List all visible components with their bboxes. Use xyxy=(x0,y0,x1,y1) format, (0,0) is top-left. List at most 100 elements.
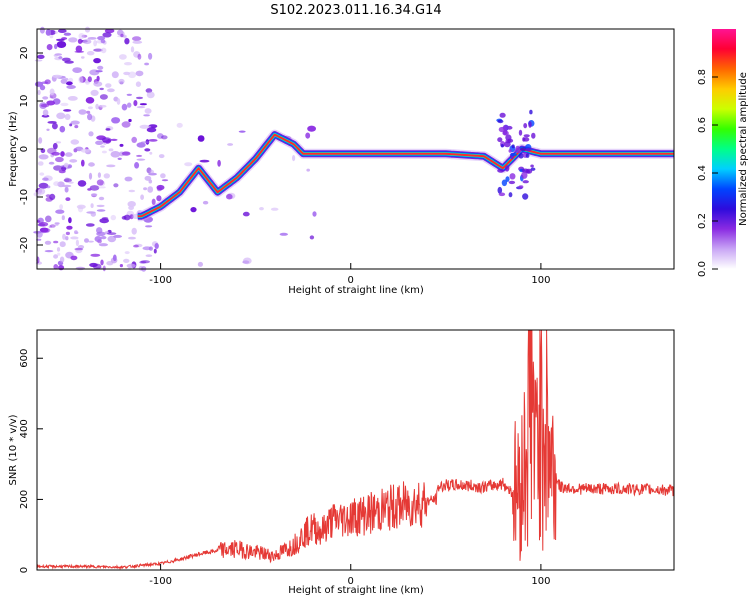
spectrogram-noise-mark xyxy=(53,165,63,171)
spectrogram-noise-mark xyxy=(128,118,132,123)
spectrogram-y-label: Frequency (Hz) xyxy=(8,111,19,187)
spectrogram-noise-mark xyxy=(78,109,87,115)
spectrogram-noise-mark xyxy=(202,200,209,205)
spectrogram-noise-mark xyxy=(53,264,59,270)
spectrogram-noise-mark xyxy=(133,100,138,107)
spectrogram-noise-mark xyxy=(102,265,106,272)
spectrogram-noise-mark xyxy=(96,179,104,186)
spectrogram-noise-mark xyxy=(63,162,69,168)
spectrogram-burst-mark xyxy=(523,134,530,138)
spectrogram-noise-mark xyxy=(46,44,53,51)
spectrogram-noise-mark xyxy=(153,248,157,254)
spectrogram-noise-mark xyxy=(144,175,152,181)
spectrogram-noise-mark xyxy=(100,145,105,148)
spectrogram-noise-mark xyxy=(111,117,121,124)
spectrogram-burst-mark xyxy=(508,192,513,198)
spectrogram-x-tick-label: -100 xyxy=(149,275,172,286)
spectrogram-noise-mark xyxy=(70,236,79,240)
spectrogram-noise-mark xyxy=(60,102,69,107)
spectrogram-burst-mark xyxy=(528,121,532,128)
spectrogram-burst-mark xyxy=(501,179,508,187)
spectrogram-noise-mark xyxy=(128,236,136,240)
spectrogram-noise-mark xyxy=(148,52,153,60)
spectrogram-noise-mark xyxy=(85,223,95,227)
spectrogram-noise-mark xyxy=(145,254,153,257)
spectrogram-noise-mark xyxy=(93,40,97,47)
spectrogram-noise-mark xyxy=(69,159,78,163)
spectrogram-noise-mark xyxy=(56,112,66,120)
spectrogram-noise-mark xyxy=(44,240,52,245)
spectrogram-noise-mark xyxy=(64,186,69,193)
spectrogram-noise-mark xyxy=(96,75,100,82)
spectrogram-noise-mark xyxy=(87,113,93,121)
spectrogram-burst-mark xyxy=(511,144,515,149)
spectrogram-noise-mark xyxy=(146,91,155,99)
spectrogram-noise-mark xyxy=(70,120,80,125)
spectrogram-noise-mark xyxy=(62,233,66,240)
spectrogram-noise-mark xyxy=(53,240,59,244)
colorbar-tick-label: 0.0 xyxy=(697,261,708,277)
spectrogram-noise-mark xyxy=(128,189,136,193)
snr-y-tick-label: 0 xyxy=(19,567,30,573)
colorbar-gradient xyxy=(712,29,736,269)
spectrogram-noise-mark xyxy=(312,211,317,217)
spectrogram-noise-mark xyxy=(55,223,59,226)
spectrogram-noise-mark xyxy=(110,138,118,141)
spectrogram-noise-mark xyxy=(97,172,101,178)
spectrogram-noise-mark xyxy=(97,65,104,70)
spectrogram-noise-mark xyxy=(37,54,45,59)
spectrogram-burst-mark xyxy=(498,192,506,197)
spectrogram-noise-mark xyxy=(61,184,72,188)
snr-x-label: Height of straight line (km) xyxy=(288,585,424,596)
spectrogram-noise-mark xyxy=(102,32,112,38)
spectrogram-noise-mark xyxy=(80,148,90,153)
spectrogram-noise-mark xyxy=(154,243,159,249)
spectrogram-noise-mark xyxy=(127,102,132,108)
spectrogram-noise-mark xyxy=(65,197,71,202)
spectrogram-noise-mark xyxy=(90,193,98,197)
spectrogram-noise-mark xyxy=(99,104,107,108)
spectrogram-noise-mark xyxy=(44,79,51,85)
spectrogram-burst-mark xyxy=(505,165,510,172)
spectrogram-noise-mark xyxy=(111,71,119,79)
spectrogram-noise-mark xyxy=(38,222,49,227)
spectrogram-noise-mark xyxy=(135,70,144,77)
spectrogram-noise-mark xyxy=(65,81,73,86)
spectrogram-noise-mark xyxy=(156,184,165,191)
colorbar-tick-label: 0.4 xyxy=(697,165,708,181)
spectrogram-noise-mark xyxy=(101,217,109,220)
spectrogram-noise-mark xyxy=(65,236,69,241)
spectrogram-noise-mark xyxy=(117,157,122,160)
spectrogram-noise-mark xyxy=(144,148,151,152)
spectrogram-noise-mark xyxy=(217,159,221,167)
spectrogram-burst-mark xyxy=(509,173,516,180)
spectrogram-noise-mark xyxy=(41,114,50,118)
spectrogram-noise-mark xyxy=(132,40,143,44)
spectrogram-noise-mark xyxy=(93,58,101,64)
spectrogram-noise-mark xyxy=(100,259,104,266)
spectrogram-noise-mark xyxy=(54,31,58,34)
spectrogram-noise-mark xyxy=(59,241,66,248)
colorbar: 0.0 0.2 0.4 0.6 0.8 Normalized spectral ampl… xyxy=(697,29,749,277)
spectrogram-noise-mark xyxy=(160,173,166,179)
spectrogram-noise-mark xyxy=(85,81,90,85)
spectrogram-noise-mark xyxy=(99,87,104,91)
spectrogram-burst-mark xyxy=(530,167,536,171)
spectrogram-noise-mark xyxy=(87,188,92,191)
spectrogram-noise-mark xyxy=(149,151,153,155)
spectrogram-noise-mark xyxy=(42,177,49,181)
spectrogram-burst-mark xyxy=(499,112,506,118)
spectrogram-noise-mark xyxy=(120,33,124,38)
spectrogram-noise-mark xyxy=(69,123,73,127)
spectrogram-burst-mark xyxy=(518,153,524,159)
spectrogram-noise-mark xyxy=(130,46,135,53)
spectrogram-noise-mark xyxy=(42,96,49,100)
spectrogram-burst-mark xyxy=(510,153,517,157)
spectrogram-noise-mark xyxy=(124,176,133,182)
snr-y-label: SNR (10 * v/v) xyxy=(8,414,19,485)
spectrogram-noise-mark xyxy=(53,254,59,259)
snr-frame xyxy=(36,329,675,571)
spectrogram-noise-mark xyxy=(105,128,111,131)
spectrogram-burst-mark xyxy=(518,185,524,189)
